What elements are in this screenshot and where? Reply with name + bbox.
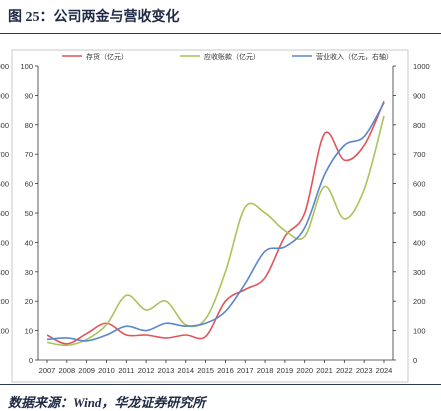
- right-tick-label: 700: [413, 150, 426, 159]
- right-tick-label: 1000: [413, 62, 430, 71]
- left-tick-label: 100: [20, 62, 33, 71]
- x-tick-label: 2013: [158, 366, 175, 375]
- bottom-rule: [0, 384, 441, 385]
- left-tick-label: 10: [25, 327, 33, 336]
- left-tick-label: 40: [25, 238, 33, 247]
- x-tick-label: 2023: [356, 366, 373, 375]
- series-lines: [46, 100, 385, 347]
- left-tick-label: 80: [25, 121, 33, 130]
- x-tick-label: 2015: [197, 366, 214, 375]
- source-note: 数据来源：Wind，华龙证券研究所: [8, 395, 206, 410]
- left-outer-tick-label: 200: [0, 297, 9, 306]
- right-tick-label: 500: [413, 209, 426, 218]
- right-tick-label: 800: [413, 121, 426, 130]
- left-tick-label: 0: [29, 356, 33, 365]
- right-tick-label: 200: [413, 297, 426, 306]
- left-outer-tick-label: 100: [0, 327, 9, 336]
- left-outer-tick-label: 1000: [0, 62, 9, 71]
- left-outer-axis-labels: 1000 900 800 700 600 500 400 300 200 100: [0, 62, 9, 336]
- left-outer-tick-label: 900: [0, 91, 9, 100]
- x-tick-label: 2020: [296, 366, 313, 375]
- x-tick-label: 2010: [98, 366, 115, 375]
- x-tick-label: 2024: [376, 366, 393, 375]
- right-tick-label: 0: [413, 356, 417, 365]
- left-tick-label: 70: [25, 150, 33, 159]
- series-line: [46, 115, 385, 347]
- right-tick-label: 900: [413, 91, 426, 100]
- left-outer-tick-label: 500: [0, 209, 9, 218]
- series-line: [46, 100, 385, 345]
- x-tick-label: 2017: [237, 366, 254, 375]
- left-tick-label: 60: [25, 180, 33, 189]
- left-tick-label: 50: [25, 209, 33, 218]
- left-outer-tick-label: 400: [0, 238, 9, 247]
- left-outer-tick-label: 600: [0, 180, 9, 189]
- x-tick-label: 2022: [336, 366, 353, 375]
- figure-title: 图 25：公司两金与营收变化: [8, 10, 180, 25]
- right-tick-label: 600: [413, 180, 426, 189]
- x-tick-label: 2007: [39, 366, 56, 375]
- legend-label: 存货（亿元）: [86, 52, 128, 61]
- right-tick-label: 300: [413, 268, 426, 277]
- legend: 存货（亿元） 应收账款（亿元） 营业收入（亿元，右轴）: [62, 52, 393, 61]
- left-tick-label: 30: [25, 268, 33, 277]
- left-tick-label: 90: [25, 91, 33, 100]
- x-tick-label: 2021: [316, 366, 333, 375]
- legend-label: 应收账款（亿元）: [204, 52, 260, 61]
- left-outer-tick-label: 300: [0, 268, 9, 277]
- axes: 0102030405060708090100010020030040050060…: [20, 62, 429, 375]
- x-tick-label: 2011: [118, 366, 134, 375]
- x-tick-label: 2016: [217, 366, 234, 375]
- right-tick-label: 400: [413, 238, 426, 247]
- plot-frame: [11, 49, 409, 383]
- right-tick-label: 100: [413, 327, 426, 336]
- legend-label: 营业收入（亿元，右轴）: [316, 52, 393, 61]
- x-tick-label: 2014: [177, 366, 194, 375]
- line-chart: 1000900800700600500400300200100 01020304…: [0, 49, 430, 383]
- x-tick-label: 2012: [138, 366, 155, 375]
- x-tick-label: 2009: [78, 366, 95, 375]
- series-line: [46, 102, 385, 342]
- left-tick-label: 20: [25, 297, 33, 306]
- left-outer-tick-label: 700: [0, 150, 9, 159]
- x-tick-label: 2019: [277, 366, 294, 375]
- top-rule: [0, 33, 441, 34]
- left-outer-tick-label: 800: [0, 121, 9, 130]
- x-tick-label: 2018: [257, 366, 274, 375]
- x-tick-label: 2008: [58, 366, 75, 375]
